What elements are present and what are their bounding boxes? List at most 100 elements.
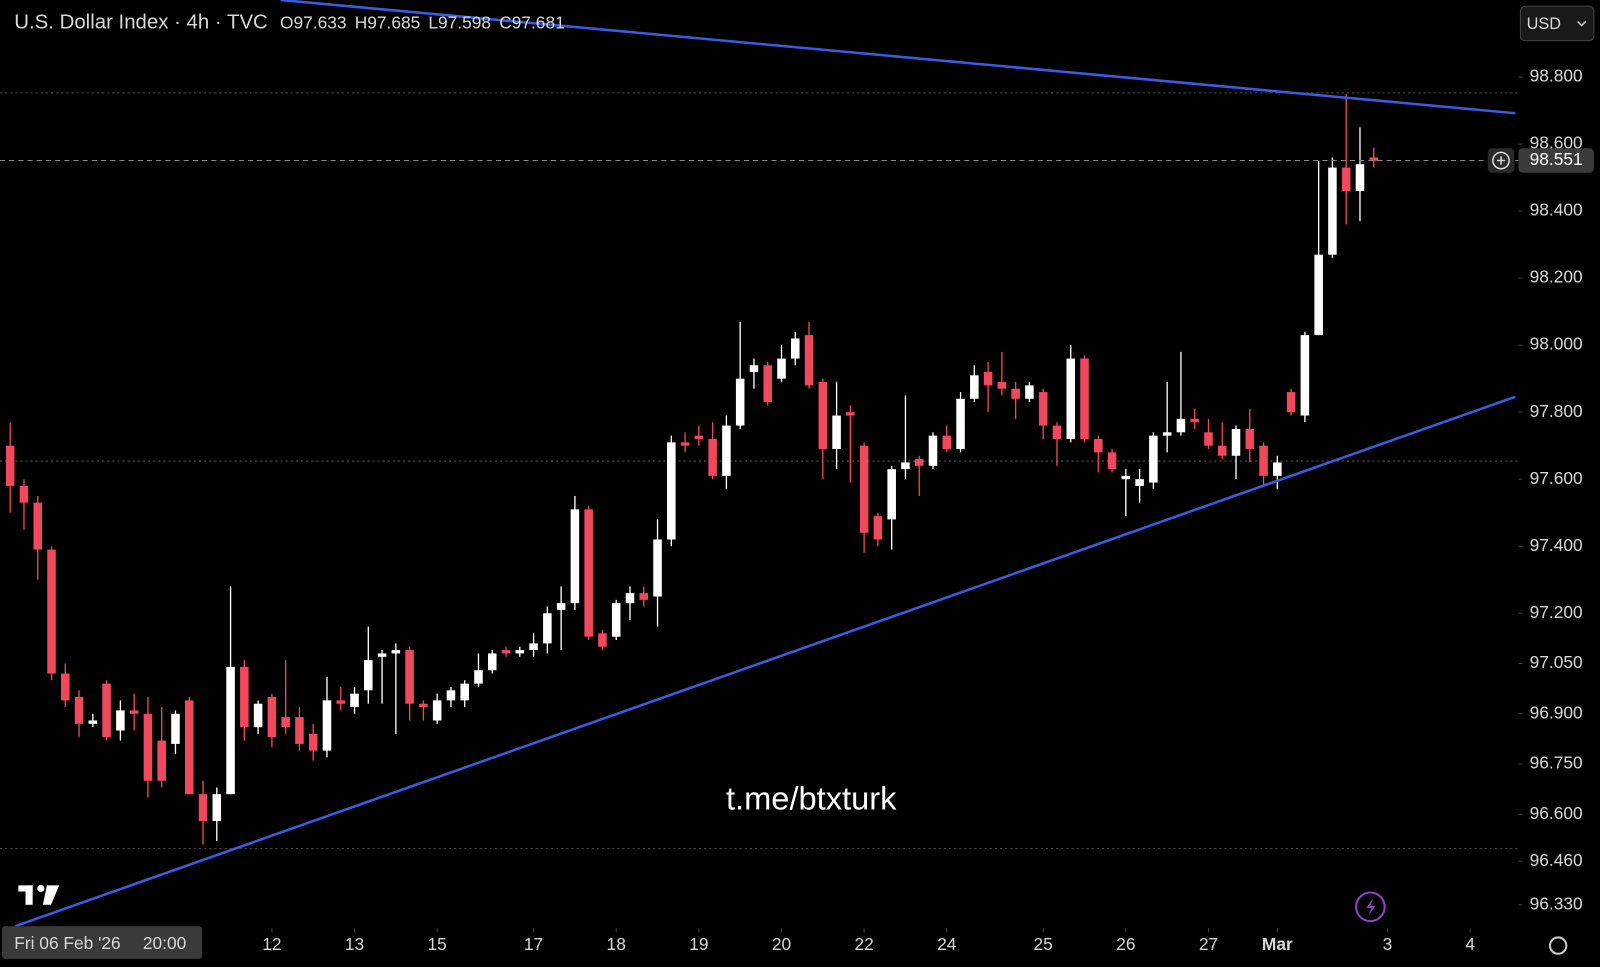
candle-body bbox=[515, 650, 525, 654]
candle-body bbox=[763, 365, 772, 403]
candle-body bbox=[129, 710, 139, 714]
currency-label: USD bbox=[1527, 15, 1561, 33]
candle-body bbox=[1273, 462, 1282, 476]
candle-body bbox=[1135, 479, 1144, 486]
candle-body bbox=[543, 613, 552, 644]
candle-body bbox=[777, 358, 786, 379]
x-tick-label: 19 bbox=[689, 934, 708, 954]
ohlc-value: 97.598 bbox=[438, 12, 491, 32]
candle-body bbox=[1094, 438, 1103, 453]
x-tick-label: 17 bbox=[524, 934, 543, 954]
candle-body bbox=[1341, 167, 1351, 192]
candle-body bbox=[419, 703, 428, 708]
y-tick-label: 97.400 bbox=[1530, 535, 1583, 555]
candle-body bbox=[749, 365, 759, 372]
candle-body bbox=[1025, 385, 1034, 399]
y-tick-label: 97.800 bbox=[1530, 401, 1583, 421]
y-tick-label: 96.600 bbox=[1530, 803, 1583, 823]
y-tick-label: 97.200 bbox=[1530, 602, 1583, 622]
candle-body bbox=[322, 700, 332, 751]
candles bbox=[5, 93, 1379, 845]
candle-body bbox=[460, 683, 469, 701]
candle-body bbox=[198, 794, 208, 822]
y-tick-label: 98.400 bbox=[1530, 200, 1583, 220]
candle-body bbox=[818, 382, 828, 450]
candle-body bbox=[405, 650, 414, 704]
settings-icon[interactable] bbox=[1548, 936, 1568, 955]
y-tick-label: 97.050 bbox=[1530, 652, 1583, 672]
x-tick-label: 27 bbox=[1199, 934, 1218, 954]
candle-body bbox=[102, 683, 111, 738]
x-tick-label: 3 bbox=[1383, 934, 1393, 954]
x-tick-label: 15 bbox=[428, 934, 447, 954]
x-tick-label: 13 bbox=[345, 934, 364, 954]
candle-body bbox=[873, 516, 883, 540]
candle-body bbox=[1245, 428, 1255, 450]
add-icon bbox=[1492, 151, 1510, 170]
trendline bbox=[14, 395, 1516, 928]
candle-body bbox=[446, 690, 456, 701]
candle-body bbox=[1300, 335, 1310, 416]
y-tick-label: 98.200 bbox=[1530, 267, 1583, 287]
y-tick-label: 96.460 bbox=[1530, 850, 1583, 870]
candle-body bbox=[1355, 164, 1365, 192]
candle-body bbox=[1369, 157, 1379, 161]
candle-body bbox=[1107, 452, 1117, 470]
candle-body bbox=[432, 700, 442, 721]
candle-body bbox=[61, 673, 70, 701]
candle-body bbox=[501, 650, 511, 654]
candle-body bbox=[253, 703, 263, 728]
y-tick-label: 98.600 bbox=[1530, 133, 1583, 153]
last-price-box bbox=[1518, 148, 1594, 173]
x-tick-label: 4 bbox=[1465, 934, 1475, 954]
candle-body bbox=[1121, 475, 1131, 480]
candle-body bbox=[74, 697, 84, 724]
x-tick-label: 12 bbox=[262, 934, 281, 954]
last-price-label: 98.551 bbox=[1530, 149, 1583, 169]
candle-body bbox=[887, 469, 896, 520]
candle-body bbox=[377, 653, 387, 657]
candle-body bbox=[1328, 167, 1337, 255]
candle-body bbox=[391, 650, 401, 654]
alert-icon[interactable] bbox=[1355, 891, 1386, 923]
candle-body bbox=[832, 415, 841, 450]
candle-body bbox=[667, 442, 676, 540]
candle-body bbox=[1190, 418, 1199, 423]
x-tick-label: 22 bbox=[854, 934, 873, 954]
candle-body bbox=[116, 710, 125, 731]
ohlc-value: 97.685 bbox=[367, 12, 420, 32]
candle-body bbox=[708, 438, 717, 476]
y-tick-label: 97.600 bbox=[1530, 468, 1583, 488]
candle-body bbox=[308, 733, 318, 751]
x-tick-label: 26 bbox=[1116, 934, 1135, 954]
candle-body bbox=[281, 717, 290, 728]
ohlc-value: 97.633 bbox=[294, 12, 347, 32]
candle-body bbox=[928, 435, 938, 466]
candle-body bbox=[267, 697, 277, 738]
candle-body bbox=[5, 445, 15, 486]
x-tick-label: 20 bbox=[772, 934, 791, 954]
candle-body bbox=[88, 720, 98, 724]
y-tick-label: 96.750 bbox=[1530, 753, 1583, 773]
candle-body bbox=[1204, 432, 1213, 446]
candle-body bbox=[1217, 445, 1227, 456]
y-tick-label: 96.900 bbox=[1530, 702, 1583, 722]
candle-body bbox=[584, 509, 593, 637]
candle-body bbox=[791, 338, 800, 359]
candle-body bbox=[529, 643, 538, 651]
candle-body bbox=[1176, 418, 1186, 433]
currency-button[interactable] bbox=[1519, 5, 1595, 42]
x-tick-label: Mar bbox=[1262, 934, 1293, 954]
candle-body bbox=[735, 378, 745, 426]
candle-body bbox=[639, 593, 649, 600]
ohlc-value: 97.681 bbox=[512, 12, 565, 32]
logo bbox=[18, 884, 60, 905]
candle-body bbox=[143, 713, 153, 781]
ohlc-key: C bbox=[499, 12, 512, 32]
candle-body bbox=[1162, 432, 1172, 436]
candle-body bbox=[556, 603, 566, 610]
candle-body bbox=[1259, 445, 1268, 476]
candle-body bbox=[212, 794, 222, 822]
candle-body bbox=[680, 442, 690, 446]
